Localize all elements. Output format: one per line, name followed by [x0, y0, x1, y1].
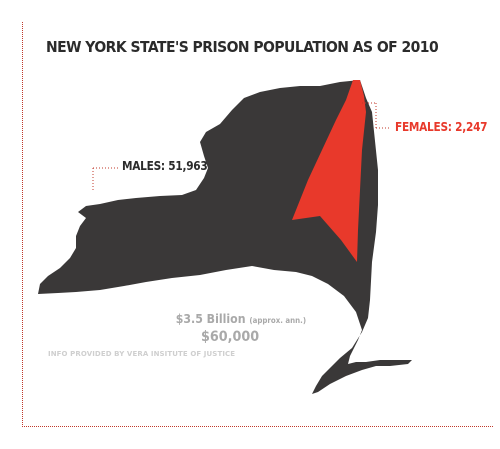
source-note: INFO PROVIDED BY VERA INSITUTE OF JUSTIC… — [48, 350, 236, 358]
chart-title: NEW YORK STATE'S PRISON POPULATION AS OF… — [46, 38, 439, 56]
avg-row: AVG. COST PER INMATE: $60,000 — [48, 329, 306, 345]
cost-note: (approx. ann.) — [249, 316, 307, 325]
stats-block: COST TO TAXPAYER: $3.5 Billion (approx. … — [48, 311, 341, 358]
cost-value: $3.5 Billion — [175, 311, 246, 326]
avg-label: AVG. COST PER INMATE: — [48, 329, 198, 344]
cost-row: COST TO TAXPAYER: $3.5 Billion (approx. … — [48, 311, 306, 326]
cost-label: COST TO TAXPAYER: — [48, 311, 172, 326]
males-data-label: MALES: 51,963 — [122, 159, 208, 173]
females-region — [292, 80, 366, 262]
dotted-frame — [22, 22, 493, 427]
females-data-label: FEMALES: 2,247 — [395, 120, 488, 134]
avg-value: $60,000 — [201, 329, 260, 345]
